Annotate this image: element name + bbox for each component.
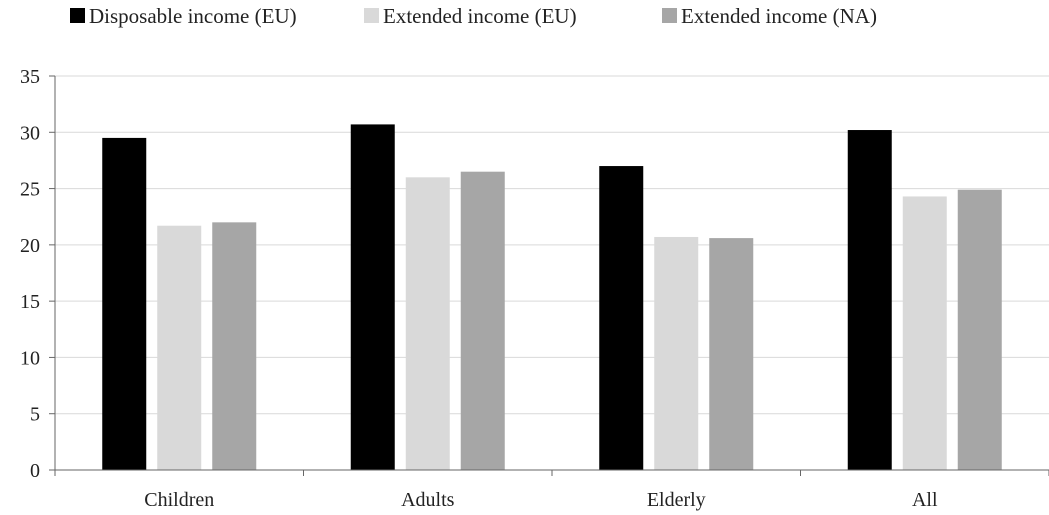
y-tick-label: 15 [20,291,40,313]
bar-all-series-3 [957,189,1002,470]
x-category-label: All [912,489,938,511]
y-tick-label: 35 [20,66,40,88]
bar-elderly-series-2 [654,236,699,470]
x-category-label: Elderly [647,489,706,511]
legend: Disposable income (EU) Extended income (E… [70,4,877,28]
legend-label-2: Extended income (EU) [383,4,577,28]
y-tick-label: 25 [20,179,40,201]
bar-adults-series-1 [350,124,395,471]
y-tick-labels: 0 5 10 15 20 25 30 35 [20,66,40,482]
bar-all-series-2 [902,196,947,471]
x-category-label: Children [144,489,214,511]
bar-children-series-3 [212,222,257,470]
y-tick-label: 5 [30,404,40,426]
x-category-labels: Children Adults Elderly All [144,489,938,511]
bars [102,124,1002,471]
y-tick-label: 10 [20,347,40,369]
legend-label-1: Disposable income (EU) [89,4,297,28]
bar-elderly-series-1 [599,166,644,471]
legend-swatch-2 [364,8,379,23]
bar-children-series-2 [157,225,202,470]
bar-adults-series-2 [405,177,450,471]
bar-adults-series-3 [460,171,505,470]
legend-swatch-3 [662,8,677,23]
legend-label-3: Extended income (NA) [681,4,877,28]
x-category-label: Adults [401,489,455,511]
y-tick-label: 20 [20,235,40,257]
bar-all-series-1 [847,130,892,470]
bar-children-series-1 [102,137,147,470]
axes [49,75,1049,476]
bar-elderly-series-3 [709,238,754,470]
legend-swatch-1 [70,8,85,23]
y-tick-label: 0 [30,460,40,482]
y-tick-label: 30 [20,122,40,144]
gridlines [55,75,1049,415]
